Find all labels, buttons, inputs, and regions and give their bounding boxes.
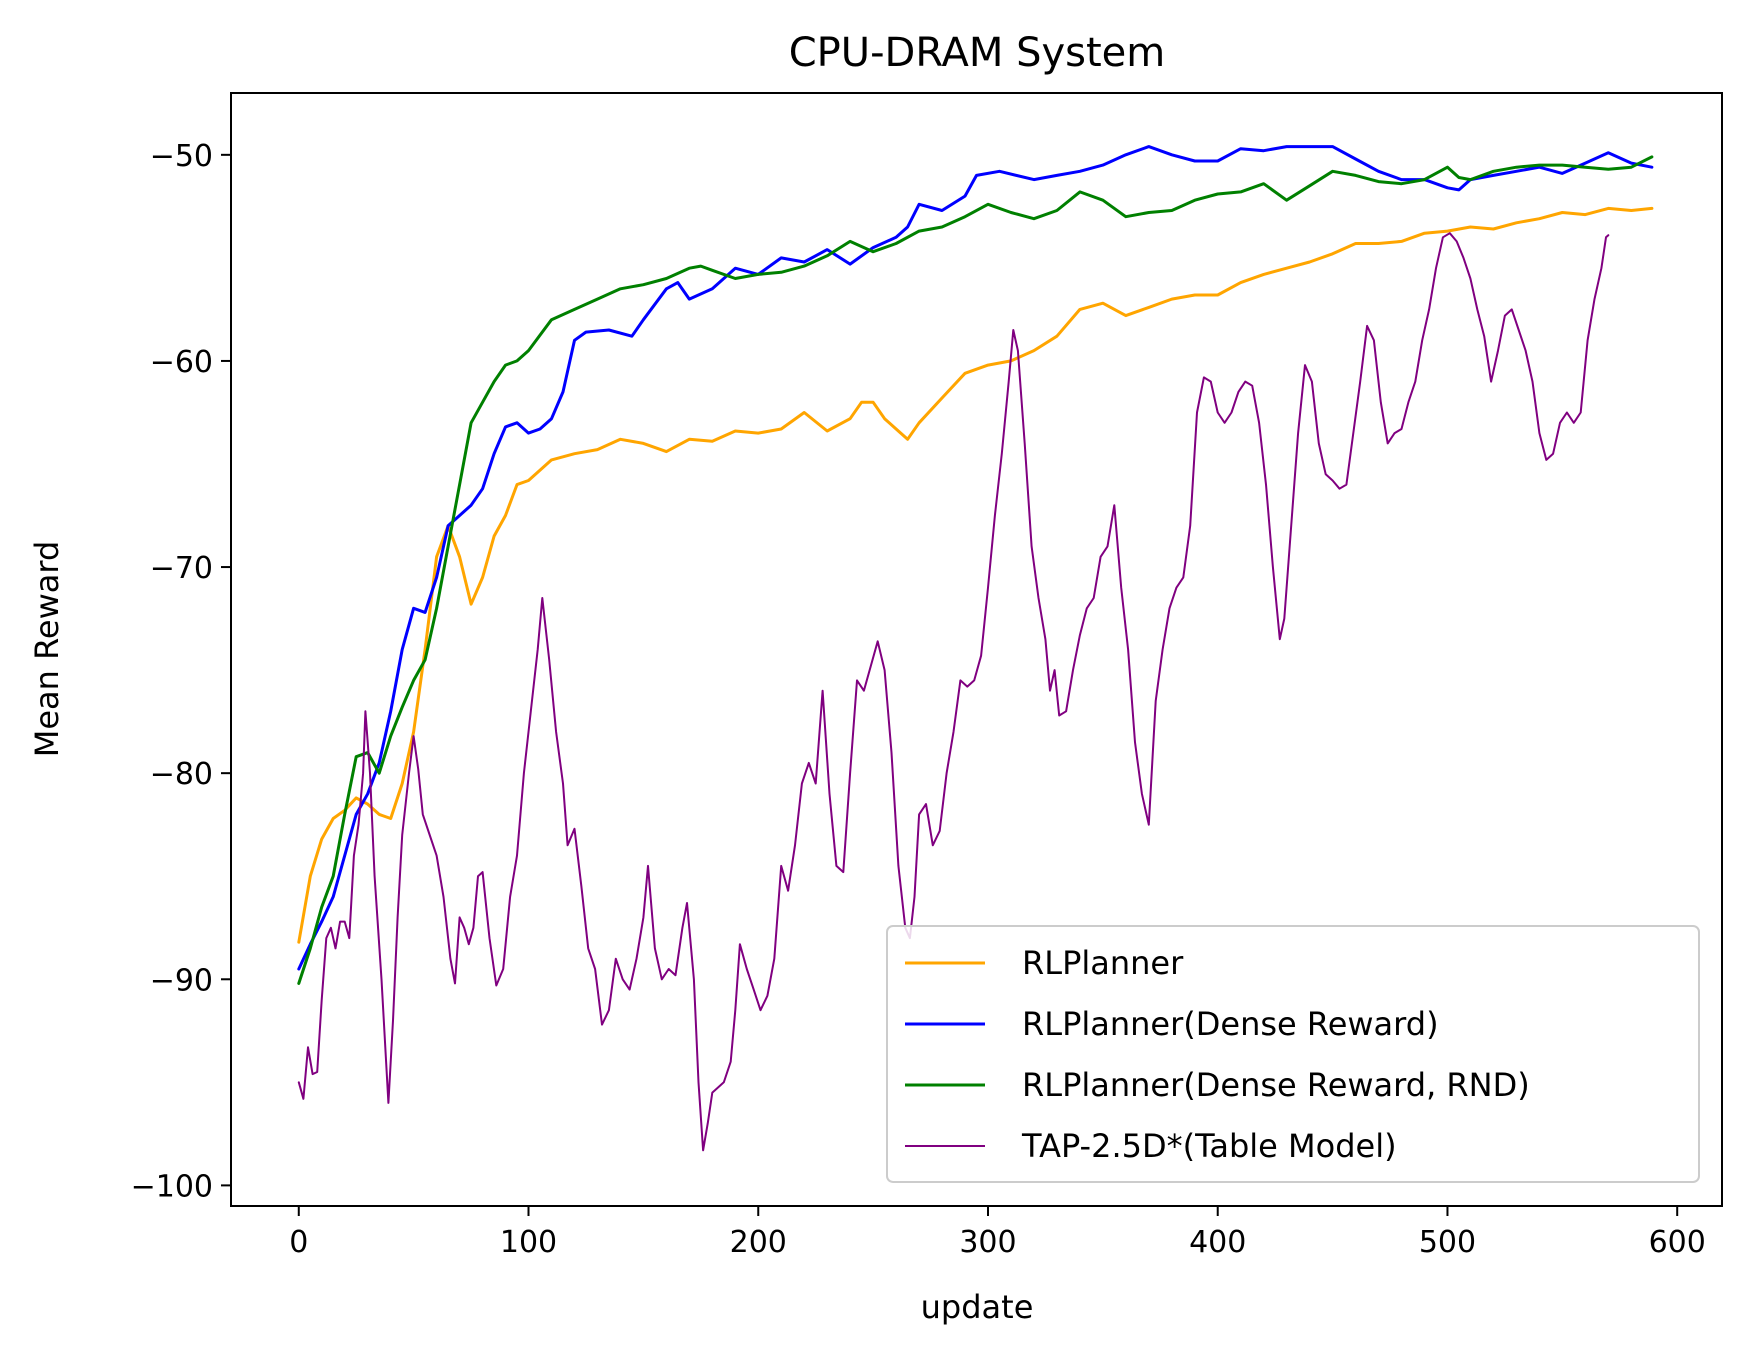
y-axis-label: Mean Reward (28, 541, 66, 758)
x-axis-label: update (921, 1288, 1034, 1326)
y-tick-label: −60 (150, 345, 213, 380)
x-tick-label: 200 (730, 1225, 787, 1260)
series-line-0 (297, 206, 1654, 944)
legend-label-2: RLPlanner(Dense Reward, RND) (1022, 1066, 1530, 1104)
x-tick-label: 0 (289, 1225, 308, 1260)
chart-title: CPU-DRAM System (789, 30, 1165, 76)
series-line-2 (297, 155, 1654, 985)
x-tick-label: 600 (1649, 1225, 1706, 1260)
x-axis: 0 100 200 300 400 500 600 (289, 1206, 1706, 1260)
series-line-3 (297, 232, 1610, 1152)
x-tick-label: 100 (500, 1225, 557, 1260)
y-tick-label: −90 (150, 963, 213, 998)
series-group (297, 145, 1654, 1152)
legend: RLPlanner RLPlanner(Dense Reward) RLPlanne… (886, 925, 1700, 1183)
x-tick-label: 500 (1419, 1225, 1476, 1260)
legend-label-1: RLPlanner(Dense Reward) (1022, 1005, 1439, 1043)
legend-label-0: RLPlanner (1022, 944, 1184, 982)
y-tick-label: −50 (150, 139, 213, 174)
series-line-1 (297, 145, 1654, 971)
y-tick-label: −70 (150, 551, 213, 586)
y-tick-label: −100 (131, 1169, 213, 1204)
plot-frame (230, 92, 1723, 1207)
y-axis: −50 −60 −70 −80 −90 −100 (131, 139, 231, 1204)
x-tick-label: 300 (959, 1225, 1016, 1260)
y-tick-label: −80 (150, 757, 213, 792)
legend-box (886, 925, 1700, 1183)
legend-label-3: TAP-2.5D*(Table Model) (1021, 1127, 1397, 1165)
x-tick-label: 400 (1189, 1225, 1246, 1260)
